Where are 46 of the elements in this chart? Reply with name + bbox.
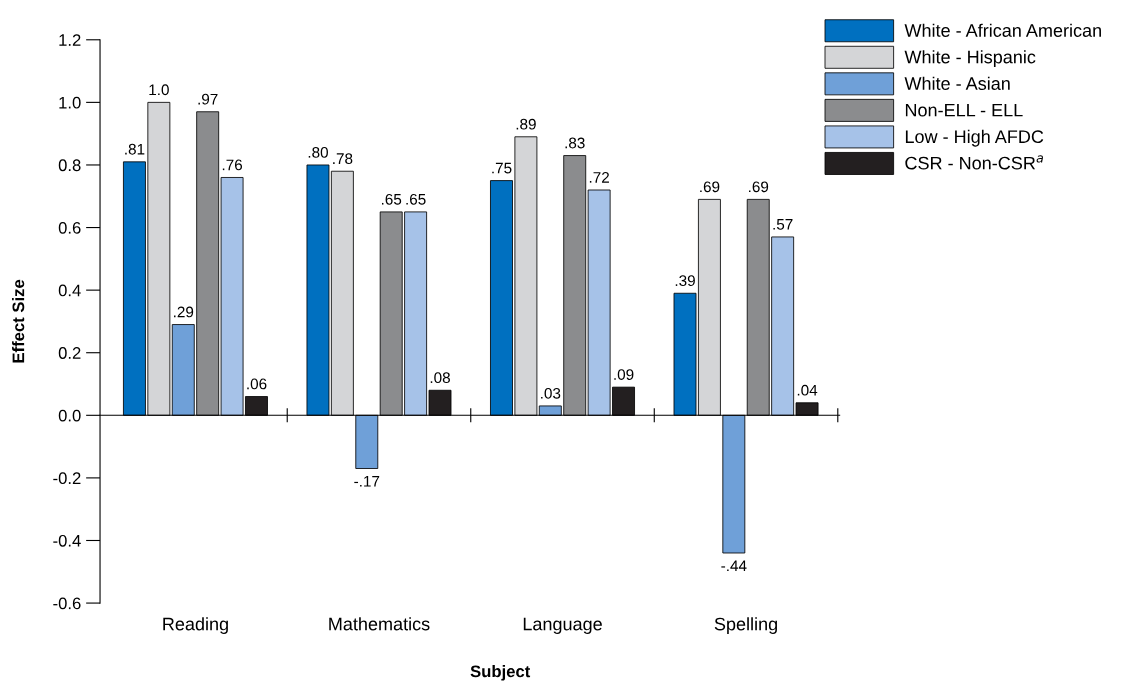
data-label: 1.0 — [149, 84, 169, 96]
y-tick-label: -0.4 — [53, 534, 81, 547]
y-axis-title: Effect Size — [12, 279, 25, 363]
data-label: .76 — [222, 159, 243, 171]
y-tick-label: -0.2 — [53, 472, 81, 485]
legend-label: Non-ELL - ELL — [905, 103, 1023, 117]
data-label: .57 — [773, 219, 793, 230]
data-label: .09 — [614, 369, 634, 380]
y-tick-label: 0.2 — [58, 347, 81, 359]
data-label: -.44 — [721, 560, 747, 572]
data-label: .03 — [541, 387, 561, 399]
data-label: .72 — [589, 171, 609, 183]
y-tick-label: 1.2 — [59, 34, 81, 46]
data-label: .78 — [333, 153, 353, 165]
x-axis-title: Subject — [470, 665, 531, 681]
y-tick-label: 0.4 — [58, 284, 81, 297]
data-label: .39 — [675, 275, 695, 287]
x-tick-label: Language — [523, 617, 602, 634]
x-tick-label: Reading — [163, 617, 228, 634]
data-label: .80 — [308, 146, 328, 158]
data-label: .29 — [174, 306, 194, 318]
data-label: .89 — [516, 118, 536, 130]
data-label: .08 — [430, 372, 450, 384]
y-tick-label: 0.8 — [58, 159, 81, 172]
legend-label: White - Asian — [904, 76, 1010, 90]
legend-label: CSR - Non-CSR$^{a}$ — [905, 155, 1043, 170]
data-label: .04 — [797, 384, 818, 396]
y-tick-label: 0.6 — [58, 221, 81, 234]
y-tick-label: 0.0 — [58, 409, 81, 422]
data-label: .81 — [125, 143, 145, 155]
legend-label: White - Hispanic — [904, 50, 1036, 67]
data-label: .69 — [749, 181, 769, 193]
y-tick-label: -0.6 — [53, 597, 81, 610]
data-label: -.17 — [354, 476, 380, 487]
data-label: .75 — [492, 162, 512, 174]
data-label: .97 — [198, 93, 218, 105]
legend-label: White - African American — [904, 23, 1101, 37]
x-tick-label: Mathematics — [329, 617, 430, 631]
data-label: .83 — [565, 137, 585, 149]
legend-label: Low - High AFDC — [905, 129, 1044, 147]
data-label: .65 — [406, 193, 426, 205]
y-tick-label: 1.0 — [59, 96, 81, 109]
data-label: .69 — [700, 181, 720, 193]
data-label: .06 — [247, 378, 267, 390]
data-label: .65 — [381, 193, 402, 205]
x-tick-label: Spelling — [714, 617, 777, 634]
